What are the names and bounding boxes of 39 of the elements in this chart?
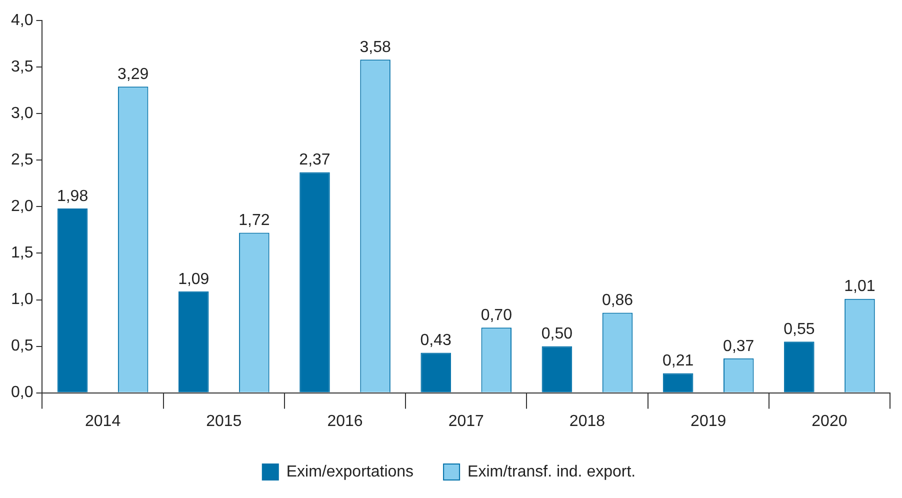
x-tick-label: 2019 <box>690 412 726 430</box>
y-tick-label: 1,0 <box>10 291 34 308</box>
data-label: 2,37 <box>299 152 330 169</box>
x-tick-label: 2018 <box>569 412 606 430</box>
data-label: 0,37 <box>723 338 754 355</box>
bar <box>300 172 330 392</box>
data-label: 0,21 <box>662 352 694 370</box>
y-tick-label: 0,5 <box>10 338 34 355</box>
data-label: 0,50 <box>541 326 573 343</box>
data-label: 1,98 <box>56 188 88 205</box>
x-tick-label: 2016 <box>327 412 363 430</box>
x-tick-label: 2014 <box>85 412 121 430</box>
data-label: 0,55 <box>784 321 815 338</box>
y-tick-label: 2,0 <box>10 198 34 216</box>
y-tick-label: 3,0 <box>10 105 34 122</box>
y-tick-label: 1,5 <box>10 244 34 262</box>
y-tick-label: 0,0 <box>10 384 34 402</box>
data-label: 1,01 <box>844 278 876 296</box>
bar <box>784 342 814 392</box>
bar <box>542 346 572 392</box>
data-label: 3,58 <box>360 39 391 56</box>
bar <box>662 373 694 392</box>
y-tick-label: 4,0 <box>10 12 34 30</box>
x-tick-label: 2015 <box>206 412 242 430</box>
data-label: 0,70 <box>480 307 512 324</box>
legend-label: Exim/transf. ind. export. <box>468 463 636 480</box>
bar <box>57 208 88 392</box>
y-tick-label: 2,5 <box>10 152 34 169</box>
data-label: 3,29 <box>118 66 149 84</box>
y-tick-label: 3,5 <box>10 58 34 76</box>
data-label: 1,09 <box>178 270 210 288</box>
x-tick-label: 2020 <box>812 412 848 430</box>
data-label: 0,43 <box>420 332 452 350</box>
legend-label: Exim/exportations <box>286 463 414 480</box>
data-label: 0,86 <box>602 292 634 310</box>
bar <box>420 352 451 392</box>
x-tick-label: 2017 <box>448 412 484 430</box>
bar <box>178 291 209 392</box>
data-label: 1,72 <box>238 212 270 230</box>
